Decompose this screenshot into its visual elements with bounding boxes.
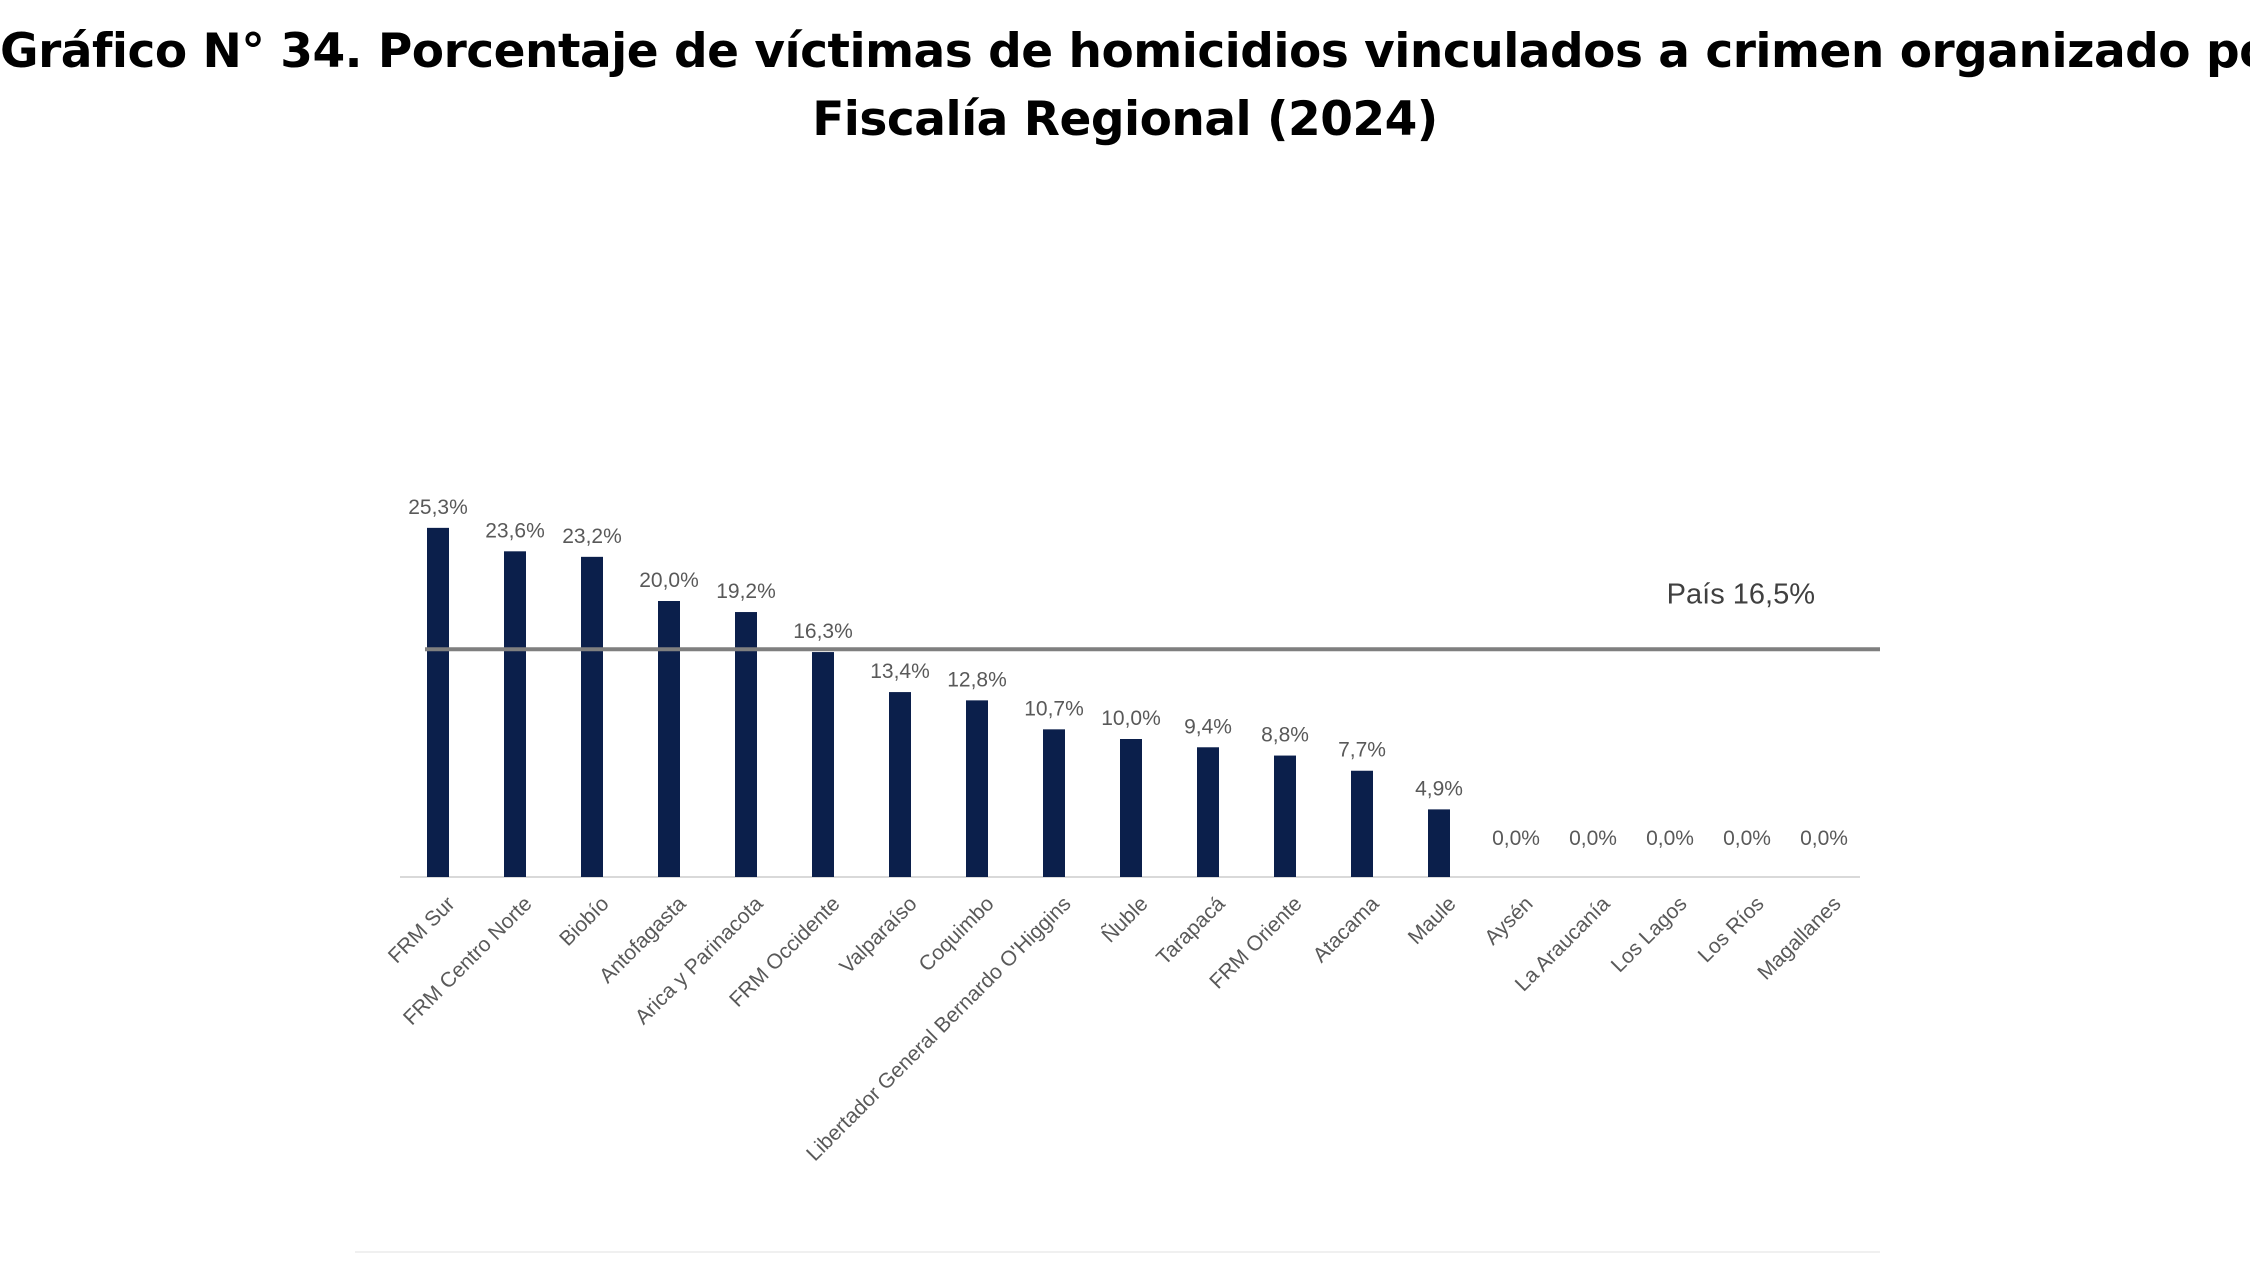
bar-frm-oriente	[1274, 755, 1296, 877]
data-label-biobio: 23,2%	[562, 525, 622, 548]
x-tick-label-frm-sur: FRM Sur	[384, 892, 460, 968]
x-tick-label-atacama: Atacama	[1309, 892, 1384, 967]
data-label-arica-y-parinacota: 19,2%	[716, 580, 776, 603]
data-label-aysen: 0,0%	[1492, 827, 1540, 850]
data-label-frm-oriente: 8,8%	[1261, 724, 1309, 747]
country-average-label: País 16,5%	[1667, 578, 1815, 610]
x-tick-label-coquimbo: Coquimbo	[915, 892, 999, 976]
bar-libertador-general-bernardo-o-higgins	[1043, 729, 1065, 877]
bar-atacama	[1351, 770, 1373, 877]
data-label-los-lagos: 0,0%	[1646, 827, 1694, 850]
bar-frm-centro-norte	[504, 551, 526, 877]
x-tick-label-arica-y-parinacota: Arica y Parinacota	[631, 892, 768, 1029]
data-label-atacama: 7,7%	[1338, 739, 1386, 762]
bar-frm-sur	[427, 527, 449, 877]
x-tick-label-magallanes: Magallanes	[1753, 892, 1845, 984]
data-labels-group: 25,3% 23,6% 23,2% 20,0% 19,2% 16,3% 13,4% 12,8%…	[408, 496, 1848, 850]
bar-valparaiso	[889, 692, 911, 877]
data-label-maule: 4,9%	[1415, 777, 1463, 800]
chart-title: Gráfico N° 34. Porcentaje de víctimas de…	[0, 18, 2250, 154]
bars-group	[427, 527, 1450, 877]
data-label-frm-sur: 25,3%	[408, 496, 468, 519]
x-tick-label-biobio: Biobío	[555, 892, 613, 950]
data-label-magallanes: 0,0%	[1800, 827, 1848, 850]
bar-biobio	[581, 556, 603, 877]
bar-arica-y-parinacota	[735, 612, 757, 877]
chart-title-line-2: Fiscalía Regional (2024)	[812, 92, 1438, 147]
data-label-frm-centro-norte: 23,6%	[485, 519, 545, 542]
data-label-nuble: 10,0%	[1101, 707, 1161, 730]
data-label-libertador-general-bernardo-o-higgins: 10,7%	[1024, 697, 1084, 720]
x-tick-label-los-lagos: Los Lagos	[1607, 892, 1692, 977]
data-label-valparaiso: 13,4%	[870, 660, 930, 683]
x-tick-label-tarapaca: Tarapacá	[1152, 892, 1230, 970]
x-tick-label-frm-centro-norte: FRM Centro Norte	[399, 892, 537, 1030]
data-label-tarapaca: 9,4%	[1184, 715, 1232, 738]
bar-nuble	[1120, 739, 1142, 877]
x-tick-label-los-rios: Los Ríos	[1694, 892, 1769, 967]
bar-tarapaca	[1197, 747, 1219, 877]
x-tick-label-valparaiso: Valparaíso	[835, 892, 921, 978]
bar-frm-occidente	[812, 652, 834, 877]
chart-title-line-1: Gráfico N° 34. Porcentaje de víctimas de…	[0, 24, 2250, 79]
data-label-coquimbo: 12,8%	[947, 668, 1007, 691]
data-label-los-rios: 0,0%	[1723, 827, 1771, 850]
x-tick-label-libertador-general-bernardo-o-higgins: Libertador General Bernardo O'Higgins	[802, 892, 1075, 1165]
x-tick-label-aysen: Aysén	[1480, 892, 1537, 949]
bar-coquimbo	[966, 700, 988, 877]
data-label-antofagasta: 20,0%	[639, 569, 699, 592]
x-tick-label-maule: Maule	[1404, 892, 1461, 949]
bar-maule	[1428, 809, 1450, 877]
bar-antofagasta	[658, 601, 680, 877]
data-label-frm-occidente: 16,3%	[793, 620, 853, 643]
x-tick-label-nuble: Ñuble	[1097, 892, 1153, 948]
data-label-la-araucania: 0,0%	[1569, 827, 1617, 850]
